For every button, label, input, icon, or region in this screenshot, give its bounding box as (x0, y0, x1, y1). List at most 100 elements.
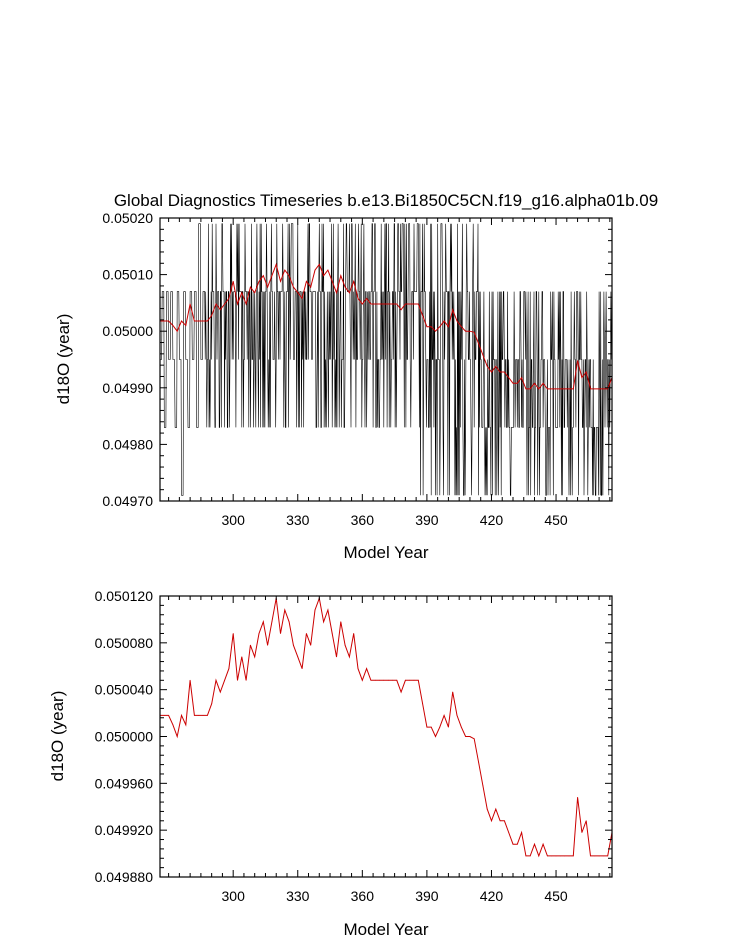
top-series-point (426, 326, 428, 328)
top-y-tick-label: 0.04980 (102, 436, 153, 452)
bottom-series-point (374, 679, 376, 681)
top-y-tick-label: 0.05010 (102, 267, 153, 283)
bottom-series-point (555, 855, 557, 857)
top-series-point (538, 388, 540, 390)
bottom-series-point (293, 644, 294, 646)
bottom-series-point (564, 855, 565, 857)
bottom-series-point (323, 621, 324, 623)
top-series-point (310, 286, 312, 288)
top-series-point (284, 269, 286, 271)
bottom-series-point (237, 679, 238, 681)
bottom-series-point (228, 668, 230, 669)
bottom-series-point (254, 656, 256, 658)
top-series-point (202, 320, 204, 322)
bottom-series-point (525, 855, 527, 857)
top-series-point (491, 371, 492, 373)
bottom-series-point (185, 724, 187, 726)
bottom-series-point (512, 843, 514, 845)
bottom-series-point (310, 644, 312, 646)
top-series-point (181, 320, 182, 322)
bottom-x-tick-label: 330 (286, 888, 310, 904)
top-series-point (370, 303, 372, 305)
top-series-point (547, 388, 548, 390)
top-series-point (512, 382, 514, 384)
bottom-series-point (422, 703, 423, 705)
bottom-series-point (219, 691, 221, 693)
top-series-point (366, 298, 367, 299)
bottom-y-tick-label: 0.050120 (95, 588, 154, 604)
top-series-point (383, 303, 385, 305)
bottom-series-point (215, 679, 217, 681)
top-series-point (323, 275, 324, 277)
top-series-point (504, 371, 505, 373)
bottom-x-tick-label: 390 (415, 888, 439, 904)
bottom-series-point (336, 656, 337, 658)
top-series-point (353, 281, 355, 282)
top-series-point (288, 275, 290, 277)
top-series-point (529, 388, 531, 390)
bottom-series-point (392, 679, 393, 681)
top-series-point (478, 343, 479, 345)
top-series-point (211, 315, 213, 316)
bottom-series-point (396, 679, 398, 681)
bottom-series-point (163, 715, 165, 716)
bottom-series-point (301, 668, 303, 669)
top-series-point (486, 365, 488, 367)
top-series-point (516, 382, 518, 384)
bottom-series-point (340, 621, 342, 623)
bottom-x-tick-label: 300 (222, 888, 246, 904)
bottom-series-point (280, 633, 281, 634)
bottom-x-tick-label: 360 (351, 888, 375, 904)
bottom-series-point (439, 726, 441, 728)
top-series-point (267, 286, 268, 288)
bottom-panel: 300 330 360 390 420 450 0.049880 0.049920 0.0499… (48, 588, 613, 939)
top-annual-series-line (160, 223, 612, 496)
bottom-series-point (383, 679, 385, 681)
bottom-series-point (456, 715, 458, 716)
top-series-point (521, 377, 522, 378)
top-series-point (301, 298, 303, 299)
top-series-point (525, 388, 527, 390)
bottom-series-point (516, 843, 518, 845)
top-series-point (400, 309, 402, 311)
top-series-point (607, 388, 609, 390)
bottom-series-point (387, 679, 389, 681)
top-series-point (306, 281, 307, 282)
top-series-point (374, 303, 376, 305)
top-series-point (392, 303, 393, 305)
top-series-point (344, 286, 346, 288)
bottom-series-point (258, 633, 260, 634)
bottom-series-point (370, 679, 372, 681)
top-series-point (168, 320, 170, 322)
bottom-series-point (508, 832, 510, 833)
bottom-series-point (443, 715, 445, 716)
bottom-series-point (211, 703, 213, 705)
top-series-point (232, 281, 234, 282)
top-series-point (331, 281, 333, 282)
chart-title: Global Diagnostics Timeseries b.e13.Bi18… (114, 191, 658, 210)
bottom-series-point (224, 679, 226, 681)
top-y-axis-label: d18O (year) (54, 314, 73, 405)
top-y-tick-label: 0.05020 (102, 210, 153, 226)
bottom-y-tick-label: 0.049920 (95, 822, 154, 838)
top-series-point (228, 298, 230, 299)
bottom-series-point (499, 820, 501, 822)
bottom-series-point (409, 679, 411, 681)
top-series-point (340, 275, 342, 277)
top-series-point (262, 275, 264, 277)
bottom-series-point (405, 679, 406, 681)
bottom-x-axis-label: Model Year (343, 920, 428, 939)
top-series-point (357, 298, 359, 299)
bottom-series-point (202, 715, 204, 716)
bottom-series-point (529, 855, 531, 857)
top-series-point (207, 320, 208, 322)
bottom-series-point (353, 633, 355, 634)
bottom-series-point (366, 668, 367, 669)
bottom-series-point (465, 736, 466, 737)
bottom-series-point (435, 736, 436, 737)
bottom-series-point (172, 724, 174, 726)
top-series-point (598, 388, 600, 390)
top-series-point (275, 264, 277, 265)
bottom-series-point (245, 679, 247, 681)
